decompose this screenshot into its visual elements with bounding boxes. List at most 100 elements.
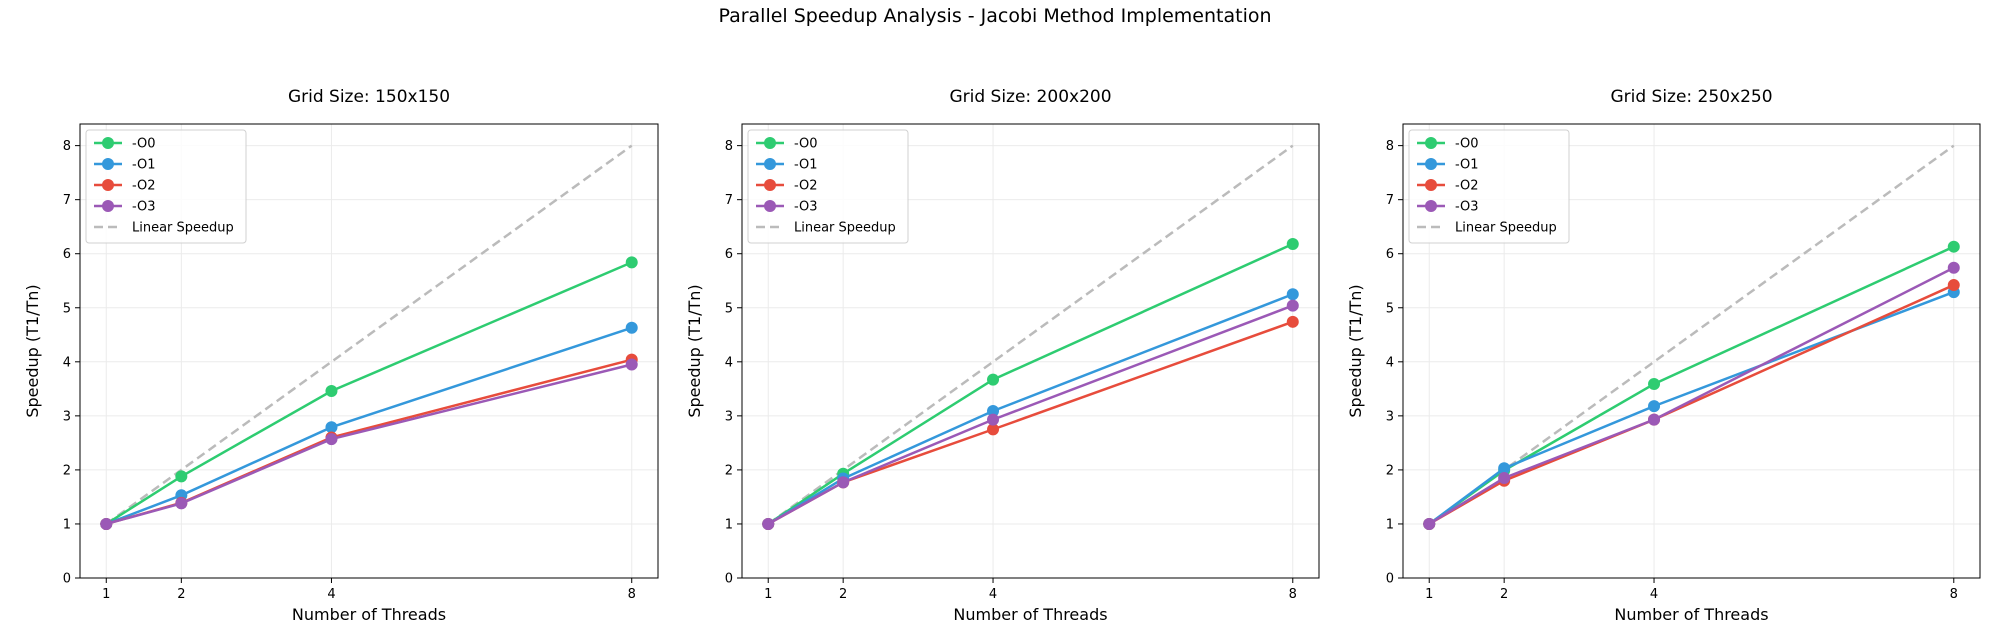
legend-label: -O0 (794, 137, 818, 152)
x-axis-label: Number of Threads (953, 605, 1107, 624)
chart-title: Grid Size: 200x200 (949, 87, 1111, 107)
data-point-O1 (987, 404, 1000, 417)
chart-title: Grid Size: 250x250 (1610, 87, 1772, 107)
data-point-O0 (1286, 237, 1299, 250)
legend-marker (102, 179, 114, 191)
y-tick-label: 6 (725, 247, 733, 262)
series-line-O3 (105, 363, 633, 526)
legend-label: -O2 (1455, 179, 1479, 194)
axes-frame (741, 123, 1320, 579)
y-axis-label: Speedup (T1/Tn) (23, 284, 42, 417)
y-tick-label: 0 (63, 572, 71, 587)
x-tick-label: 4 (989, 587, 997, 602)
chart-title: Grid Size: 150x150 (288, 87, 450, 107)
series-line-O0 (767, 242, 1294, 525)
y-tick-label: 1 (725, 517, 733, 532)
legend-box (1408, 129, 1570, 244)
y-tick-label: 3 (725, 409, 733, 424)
series-line-O1 (105, 326, 633, 526)
y-tick-label: 2 (63, 463, 71, 478)
y-tick-label: 1 (1386, 517, 1394, 532)
x-tick-label: 8 (628, 587, 636, 602)
x-tick-label: 8 (1289, 587, 1297, 602)
legend-label: -O3 (132, 200, 156, 215)
legend-marker (102, 158, 114, 170)
linear-speedup-line (767, 144, 1294, 525)
data-point-O1 (1498, 462, 1511, 475)
legend-box (85, 129, 247, 244)
data-point-O1 (325, 421, 338, 434)
legend-label: -O0 (1455, 137, 1479, 152)
series-line-O3 (767, 304, 1294, 526)
series-line-O1 (767, 293, 1294, 526)
legend-label: Linear Speedup (132, 221, 234, 236)
data-point-O0 (1947, 240, 1960, 253)
series-line-O3 (1428, 266, 1955, 526)
data-point-O0 (175, 470, 188, 483)
data-point-O1 (1286, 288, 1299, 301)
y-tick-label: 0 (1386, 572, 1394, 587)
data-point-O0 (625, 256, 638, 269)
x-tick-label: 1 (764, 587, 772, 602)
legend-label: Linear Speedup (794, 221, 896, 236)
y-tick-label: 7 (725, 193, 733, 208)
y-tick-label: 8 (725, 139, 733, 154)
data-point-O3 (762, 517, 775, 530)
series-line-O2 (767, 320, 1294, 526)
y-tick-label: 1 (63, 517, 71, 532)
data-point-O3 (625, 358, 638, 371)
data-point-O3 (1498, 472, 1511, 485)
data-point-O3 (837, 476, 850, 489)
series-line-O0 (105, 261, 633, 526)
series-line-O1 (1428, 290, 1955, 525)
figure-title: Parallel Speedup Analysis - Jacobi Metho… (718, 5, 1272, 27)
x-tick-label: 1 (1425, 587, 1433, 602)
y-tick-label: 5 (725, 301, 733, 316)
y-tick-label: 8 (63, 139, 71, 154)
y-tick-label: 5 (1386, 301, 1394, 316)
data-point-O0 (987, 373, 1000, 386)
y-tick-label: 8 (1386, 139, 1394, 154)
y-tick-label: 0 (725, 572, 733, 587)
series-line-O2 (1428, 283, 1955, 526)
data-point-O3 (175, 497, 188, 510)
x-tick-label: 2 (839, 587, 847, 602)
x-tick-label: 4 (327, 587, 335, 602)
x-tick-label: 4 (1650, 587, 1658, 602)
axes-frame (1402, 123, 1981, 579)
data-point-O3 (1947, 261, 1960, 274)
y-tick-label: 7 (1386, 193, 1394, 208)
y-tick-label: 6 (63, 247, 71, 262)
y-axis-label: Speedup (T1/Tn) (1346, 284, 1365, 417)
x-axis-label: Number of Threads (292, 605, 446, 624)
legend-marker (102, 200, 114, 212)
data-point-O3 (100, 517, 113, 530)
legend-label: -O2 (794, 179, 818, 194)
x-tick-label: 2 (1500, 587, 1508, 602)
legend-marker (1425, 158, 1437, 170)
legend-marker (764, 200, 776, 212)
legend-label: -O3 (794, 200, 818, 215)
legend-label: -O0 (132, 137, 156, 152)
data-point-O3 (987, 413, 1000, 426)
legend-marker (102, 137, 114, 149)
y-tick-label: 7 (63, 193, 71, 208)
legend-marker (1425, 137, 1437, 149)
legend-label: -O1 (794, 158, 818, 173)
legend-marker (1425, 200, 1437, 212)
data-point-O2 (1947, 279, 1960, 292)
axes-frame (79, 123, 659, 579)
linear-speedup-line (105, 144, 633, 525)
data-point-O0 (1648, 377, 1661, 390)
y-tick-label: 4 (725, 355, 733, 370)
y-tick-label: 6 (1386, 247, 1394, 262)
legend-marker (764, 179, 776, 191)
legend-marker (764, 137, 776, 149)
x-tick-label: 8 (1950, 587, 1958, 602)
y-axis-label: Speedup (T1/Tn) (685, 284, 704, 417)
y-tick-label: 5 (63, 301, 71, 316)
data-point-O1 (1648, 400, 1661, 413)
legend-marker (764, 158, 776, 170)
